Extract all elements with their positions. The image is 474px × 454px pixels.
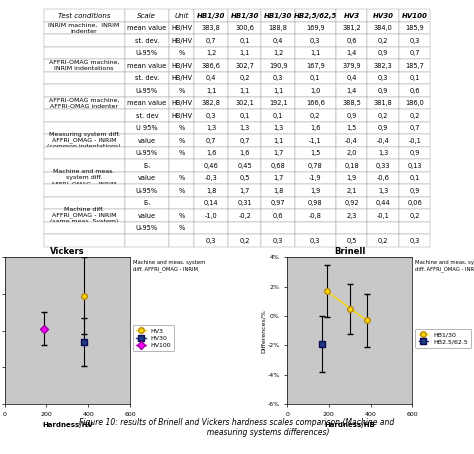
Text: Figure 10: results of Brinell and Vickers hardness scales comparison (Machine an: Figure 10: results of Brinell and Vicker… [79,418,395,437]
X-axis label: Hardness/HB: Hardness/HB [324,423,375,429]
Legend: HB1/30, HB2.5/62.5: HB1/30, HB2.5/62.5 [415,329,471,347]
Title: Vickers: Vickers [50,247,85,257]
Text: Machine and meas. system
diff. AFFRI_OMAG - INRIM: Machine and meas. system diff. AFFRI_OMA… [415,260,474,271]
X-axis label: Hardness/HV: Hardness/HV [42,423,93,429]
Title: Brinell: Brinell [334,247,365,257]
Legend: HV3, HV30, HV100: HV3, HV30, HV100 [133,325,174,351]
Text: Machine and meas. system
diff. AFFRI_OMAG - INRIM: Machine and meas. system diff. AFFRI_OMA… [133,260,205,271]
Y-axis label: Differences/%: Differences/% [261,309,266,353]
